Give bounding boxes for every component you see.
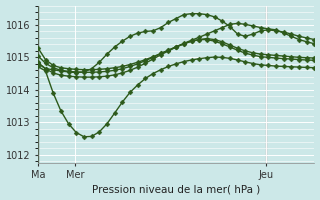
X-axis label: Pression niveau de la mer( hPa ): Pression niveau de la mer( hPa )	[92, 184, 260, 194]
